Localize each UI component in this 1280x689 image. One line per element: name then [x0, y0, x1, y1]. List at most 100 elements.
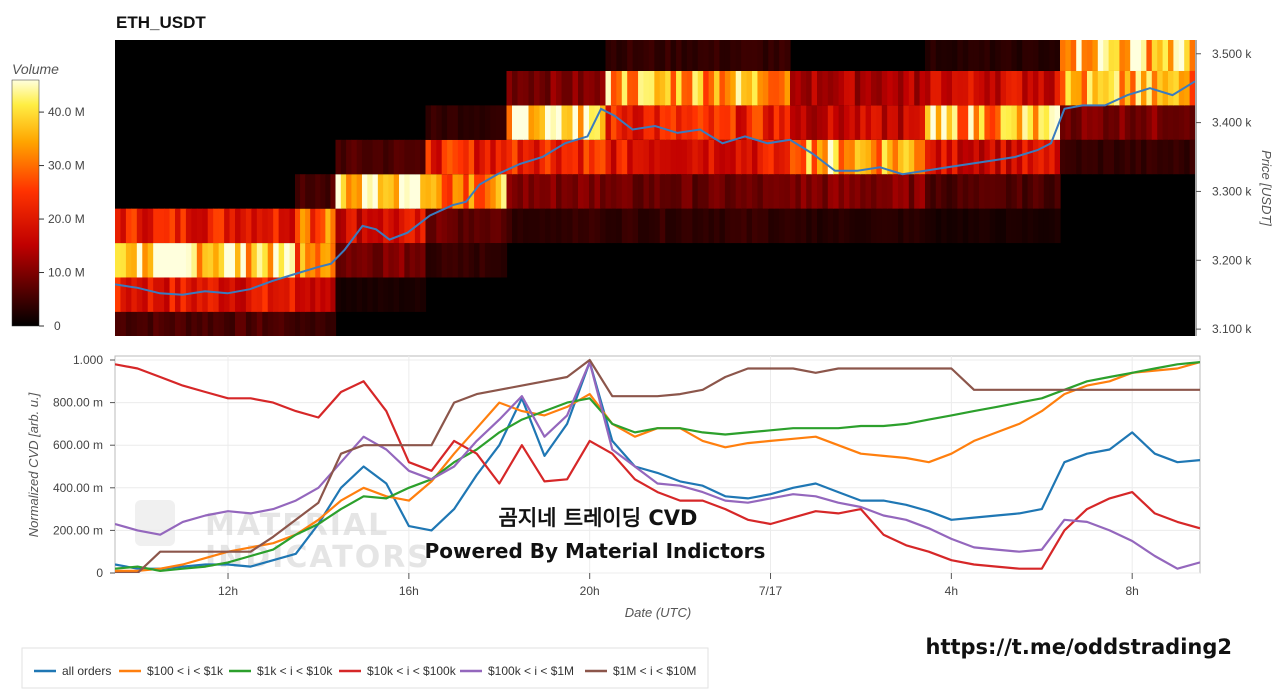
heatmap-cell: [1141, 105, 1147, 140]
heatmap-cell: [844, 139, 850, 175]
heatmap-cell: [865, 208, 872, 244]
heatmap-cell: [898, 208, 904, 244]
heatmap-cell: [300, 277, 306, 312]
heatmap-cell: [305, 208, 311, 244]
heatmap-cell: [881, 70, 888, 106]
heatmap-cell: [196, 208, 203, 244]
heatmap-cell: [665, 105, 672, 140]
heatmap-cell: [854, 139, 861, 175]
heatmap-cell: [881, 105, 888, 140]
cvd-tick-label: 600.00 m: [53, 438, 103, 452]
heatmap-cell: [903, 139, 910, 175]
heatmap-cell: [795, 208, 802, 244]
watermark-line1: MATERIAL: [205, 508, 389, 543]
heatmap-cell: [377, 277, 384, 312]
heatmap-cell: [1060, 70, 1066, 106]
heatmap-cell: [984, 40, 991, 71]
heatmap-cell: [768, 139, 775, 175]
heatmap-cell: [142, 277, 149, 312]
heatmap-cell: [784, 40, 791, 71]
heatmap-cell: [561, 70, 568, 106]
heatmap-cell: [175, 311, 182, 336]
heatmap-cell: [185, 243, 192, 278]
x-tick-label: 8h: [1126, 584, 1139, 598]
heatmap-cell: [610, 208, 617, 244]
heatmap-cell: [876, 174, 883, 209]
telegram-link[interactable]: https://t.me/oddstrading2: [926, 635, 1233, 659]
heatmap-cell: [708, 70, 715, 106]
heatmap-cell: [383, 243, 390, 278]
heatmap-cell: [941, 40, 948, 71]
heatmap-cell: [550, 208, 557, 244]
heatmap-cell: [452, 208, 459, 244]
heatmap-cell: [800, 174, 807, 209]
heatmap-cell: [463, 208, 470, 244]
heatmap-cell: [730, 105, 737, 140]
heatmap-cell: [968, 105, 975, 140]
heatmap-cell: [854, 105, 861, 140]
heatmap-cell: [654, 139, 661, 175]
heatmap-cell: [995, 174, 1002, 209]
heatmap-cell: [730, 208, 737, 244]
heatmap-cell: [1011, 70, 1018, 106]
cvd-series-line: [115, 363, 1200, 570]
heatmap-cell: [979, 208, 985, 244]
heatmap-cell: [600, 174, 607, 209]
heatmap-cell: [989, 40, 996, 71]
heatmap-cell: [430, 105, 437, 140]
heatmap-cell: [383, 208, 390, 244]
heatmap-cell: [251, 208, 258, 244]
heatmap-cell: [169, 243, 176, 278]
heatmap-cell: [534, 208, 541, 244]
heatmap-cell: [218, 277, 225, 312]
heatmap-cell: [115, 311, 122, 336]
heatmap-cell: [1027, 40, 1034, 71]
cvd-series-line: [115, 361, 1200, 570]
heatmap-cell: [1130, 105, 1137, 140]
heatmap-cell: [762, 70, 769, 106]
heatmap-cell: [1054, 139, 1061, 175]
heatmap-cell: [627, 208, 634, 244]
heatmap-cell: [892, 70, 899, 106]
heatmap-cell: [523, 105, 530, 140]
legend-item: $10k < i < $100k: [367, 664, 457, 678]
heatmap-cell: [708, 174, 715, 209]
heatmap-cell: [1162, 139, 1169, 175]
heatmap-cell: [1000, 105, 1007, 140]
heatmap-cell: [361, 243, 368, 278]
heatmap-cell: [610, 139, 617, 175]
heatmap-cell: [191, 311, 198, 336]
heatmap-cell: [147, 243, 154, 278]
heatmap-cell: [692, 139, 699, 175]
heatmap-cell: [340, 174, 347, 209]
heatmap-cell: [790, 139, 796, 175]
heatmap-cell: [545, 105, 552, 140]
heatmap-cell: [196, 277, 203, 312]
heatmap-cell: [457, 208, 464, 244]
heatmap-cell: [1033, 174, 1039, 209]
heatmap-cell: [1000, 40, 1007, 71]
heatmap-cell: [800, 208, 807, 244]
heatmap-cell: [1081, 70, 1088, 106]
colorbar-tick-label: 20.0 M: [48, 212, 85, 226]
heatmap-cell: [131, 208, 138, 244]
heatmap-cell: [779, 70, 786, 106]
heatmap-cell: [457, 243, 464, 278]
heatmap-cell: [865, 105, 872, 140]
heatmap-cell: [1049, 70, 1056, 106]
heatmap-cell: [898, 139, 904, 175]
heatmap-cell: [361, 174, 368, 209]
heatmap-cell: [207, 277, 214, 312]
heatmap-cell: [463, 243, 470, 278]
heatmap-cell: [1016, 40, 1023, 71]
heatmap-cell: [1000, 208, 1007, 244]
heatmap-cell: [1124, 70, 1131, 106]
heatmap-cell: [388, 139, 395, 175]
heatmap-cell: [517, 139, 524, 175]
heatmap-cell: [719, 139, 726, 175]
heatmap-cell: [746, 174, 753, 209]
heatmap-cell: [414, 277, 421, 312]
heatmap-cell: [1065, 40, 1072, 71]
heatmap-cell: [989, 139, 996, 175]
heatmap-cell: [1076, 70, 1083, 106]
